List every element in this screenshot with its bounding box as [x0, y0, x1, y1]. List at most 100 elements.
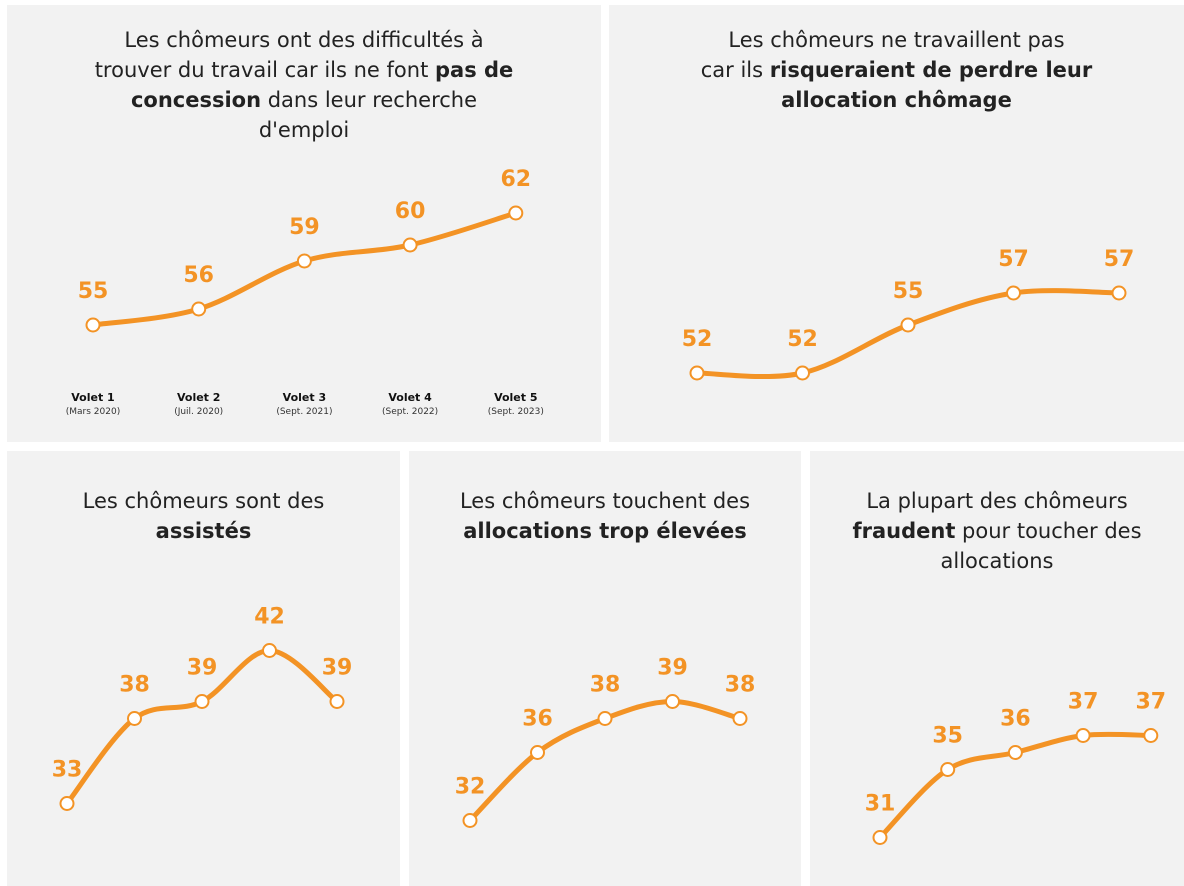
data-label: 42 — [254, 605, 285, 630]
title-segment: car ils — [700, 58, 770, 82]
title-segment: Les chômeurs ont des difficultés à — [124, 28, 484, 52]
x-tick-date: (Juil. 2020) — [174, 407, 223, 417]
title-line: concession dans leur recherche — [7, 85, 601, 115]
title-line: Les chômeurs ont des difficultés à — [7, 25, 601, 55]
title-segment: pas de — [435, 58, 514, 82]
data-label: 36 — [1000, 707, 1031, 732]
data-point — [1007, 745, 1023, 760]
x-tick-label: Volet 5 — [494, 391, 537, 404]
title-segment: allocations — [940, 549, 1054, 573]
x-tick-label: Volet 2 — [177, 391, 220, 404]
data-label: 35 — [932, 724, 963, 749]
data-point — [127, 711, 142, 726]
title-segment: dans leur recherche — [261, 88, 478, 112]
data-label: 60 — [395, 199, 426, 224]
data-label: 52 — [682, 327, 713, 352]
data-label: 57 — [998, 247, 1029, 272]
data-label: 39 — [657, 656, 688, 681]
data-point — [530, 745, 545, 760]
title-line: allocations trop élevées — [409, 516, 801, 546]
data-label: 39 — [187, 656, 218, 681]
title-line: Les chômeurs touchent des — [409, 486, 801, 516]
data-point — [59, 796, 75, 811]
data-label: 38 — [590, 673, 621, 698]
data-point — [732, 711, 748, 726]
data-point — [296, 253, 312, 269]
data-label: 36 — [522, 707, 553, 732]
chart-panel: Les chômeurs ont des difficultés à trouve… — [7, 5, 601, 442]
data-point — [1075, 728, 1091, 743]
title-line: trouver du travail car ils ne font pas d… — [7, 55, 601, 85]
chart-title: Les chômeurs touchent des allocations tro… — [409, 486, 801, 546]
chart-panel: La plupart des chômeurs fraudent pour tou… — [810, 451, 1184, 886]
data-point — [795, 365, 810, 381]
chart-title: Les chômeurs ont des difficultés à trouve… — [7, 25, 601, 145]
data-label: 37 — [1135, 690, 1166, 715]
data-label: 37 — [1068, 690, 1099, 715]
data-label: 38 — [725, 673, 756, 698]
data-label: 55 — [78, 279, 109, 304]
data-point — [689, 365, 705, 381]
data-label: 59 — [289, 215, 320, 240]
data-point — [1006, 285, 1021, 301]
x-tick-label: Volet 3 — [283, 391, 326, 404]
chart-title: La plupart des chômeurs fraudent pour tou… — [810, 486, 1184, 576]
title-segment: Les chômeurs ne travaillent pas — [728, 28, 1065, 52]
data-point — [900, 317, 916, 333]
title-segment: La plupart des chômeurs — [866, 489, 1128, 513]
data-point — [329, 694, 345, 709]
x-tick-date: (Mars 2020) — [66, 407, 120, 417]
title-segment: concession — [130, 88, 262, 112]
data-label: 52 — [787, 327, 818, 352]
title-segment: trouver du travail car ils ne font — [94, 58, 435, 82]
title-line: Les chômeurs ne travaillent pas — [609, 25, 1184, 55]
title-segment: Les chômeurs sont des — [82, 489, 325, 513]
chart-panel: Les chômeurs sont des assistés — [7, 451, 400, 886]
title-line: Les chômeurs sont des — [7, 486, 400, 516]
data-point — [85, 317, 101, 333]
data-point — [462, 813, 478, 828]
data-point — [262, 643, 277, 658]
data-label: 38 — [119, 673, 150, 698]
title-segment: risqueraient de perdre leur — [769, 58, 1093, 82]
data-label: 32 — [455, 775, 486, 800]
data-label: 33 — [52, 758, 83, 783]
data-label: 39 — [322, 656, 353, 681]
x-tick-label: Volet 4 — [388, 391, 432, 404]
data-point — [191, 301, 207, 317]
data-point — [597, 711, 613, 726]
data-point — [872, 830, 888, 845]
x-tick-date: (Sept. 2021) — [276, 407, 332, 417]
data-point — [402, 237, 418, 253]
title-segment: allocations trop élevées — [463, 519, 747, 543]
title-segment: pour toucher des — [955, 519, 1142, 543]
title-line: fraudent pour toucher des — [810, 516, 1184, 546]
chart-title: Les chômeurs sont des assistés — [7, 486, 400, 546]
data-point — [665, 694, 680, 709]
chart-title: Les chômeurs ne travaillent pas car ils r… — [609, 25, 1184, 115]
title-segment: assistés — [155, 519, 252, 543]
data-point — [508, 205, 524, 221]
title-line: allocations — [810, 546, 1184, 576]
data-point — [940, 762, 956, 777]
data-label: 31 — [865, 792, 896, 817]
x-tick-date: (Sept. 2022) — [382, 407, 438, 417]
title-segment: allocation chômage — [781, 88, 1012, 112]
data-label: 56 — [183, 263, 214, 288]
chart-panel: Les chômeurs ne travaillent pas car ils r… — [609, 5, 1184, 442]
data-label: 55 — [893, 279, 924, 304]
title-line: allocation chômage — [609, 85, 1184, 115]
title-segment: Les chômeurs touchent des — [459, 489, 751, 513]
x-tick-label: Volet 1 — [71, 391, 114, 404]
title-segment: fraudent — [852, 519, 956, 543]
data-point — [1143, 728, 1159, 743]
x-tick-date: (Sept. 2023) — [488, 407, 544, 417]
title-line: d'emploi — [7, 115, 601, 145]
title-line: assistés — [7, 516, 400, 546]
title-line: La plupart des chômeurs — [810, 486, 1184, 516]
data-label: 57 — [1104, 247, 1135, 272]
data-label: 62 — [500, 167, 531, 192]
title-segment: d'emploi — [258, 118, 350, 142]
